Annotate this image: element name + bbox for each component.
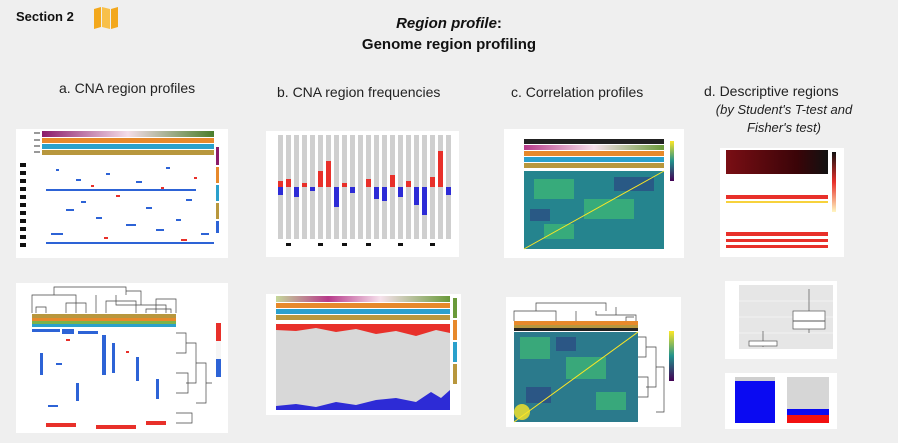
column-title-d: d. Descriptive regions <box>704 83 839 99</box>
cna-frequency-profile <box>266 294 461 415</box>
section-label: Section 2 <box>16 9 74 24</box>
cna-frequency-bars <box>266 131 459 257</box>
column-title-c: c. Correlation profiles <box>511 84 644 100</box>
column-title-b: b. CNA region frequencies <box>277 84 441 100</box>
descriptive-regions-heatmap <box>720 148 844 257</box>
column-title-a: a. CNA region profiles <box>59 80 196 96</box>
page-title: Region profile: <box>0 15 898 32</box>
clustered-correlation-heatmap <box>506 297 681 427</box>
column-subtitle-d-line2: Fisher's test) <box>747 120 821 135</box>
title-italic: Region profile <box>396 15 497 32</box>
cna-region-profile-heatmap <box>16 129 228 258</box>
page-subtitle: Genome region profiling <box>361 36 537 53</box>
descriptive-boxplot <box>725 281 837 359</box>
correlation-heatmap <box>504 129 684 258</box>
column-subtitle-d-line1: (by Student's T-test and <box>715 102 853 117</box>
descriptive-stacked-bars <box>725 373 837 429</box>
folded-map-icon <box>93 6 119 30</box>
clustered-cna-heatmap <box>16 283 228 433</box>
title-colon: : <box>496 15 502 32</box>
